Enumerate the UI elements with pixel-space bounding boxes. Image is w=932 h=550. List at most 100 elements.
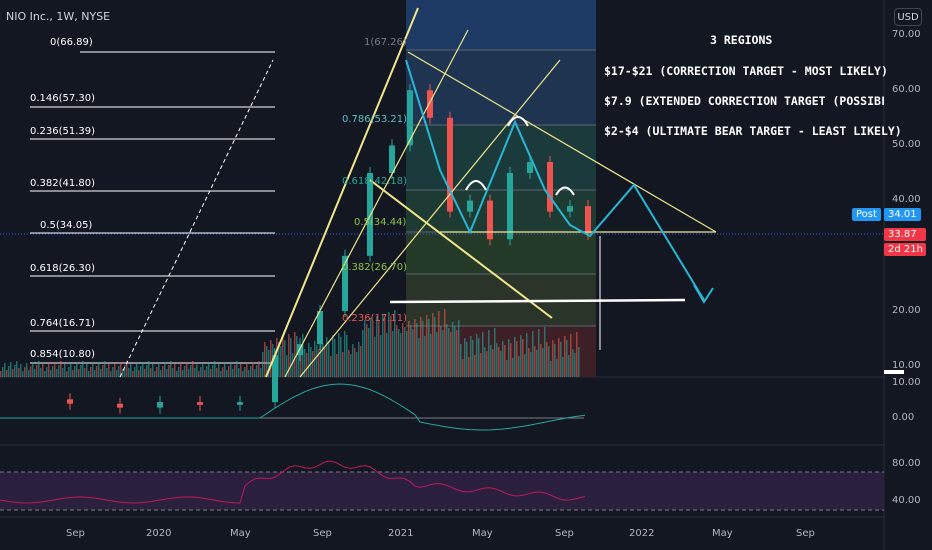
volume-bar [378,320,380,377]
volume-bar [166,369,168,377]
price-tick-10: 10.00 [892,360,921,371]
volume-bar [256,365,258,377]
volume-bar [26,363,28,377]
volume-bar [558,338,560,377]
volume-bar [30,366,32,377]
volume-bar [334,339,336,377]
fib-inner-0236: 0.236(17.11) [342,313,408,324]
volume-bar [542,348,544,377]
volume-bar [196,364,198,377]
volume-bar [280,346,282,377]
candle-body [585,206,591,234]
fib-band-blue [406,50,596,125]
volume-bar [152,364,154,377]
time-label-sep-20: Sep [313,528,332,539]
volume-bar [458,320,460,377]
volume-bar [538,329,540,377]
candle-body [272,355,278,403]
volume-bar [546,342,548,377]
volume-bar [318,349,320,377]
volume-bar [14,365,16,377]
volume-bar [176,371,178,377]
volume-bar [512,358,514,377]
volume-bar [568,355,570,377]
fib-inner-0382: 0.382(26.70) [342,262,408,273]
volume-bar [346,335,348,377]
volume-bar [484,347,486,377]
volume-bar [576,332,578,377]
volume-bar [454,326,456,377]
fib-inner-1: 1(67.26) [364,37,407,48]
volume-bar [290,338,292,377]
currency-button[interactable]: USD [894,8,922,26]
volume-bar [288,334,290,377]
volume-bar [242,371,244,377]
post-price-tag: 34.01 [884,208,921,221]
volume-bar [452,322,454,377]
volume-bar [508,339,510,377]
volume-bar [450,332,452,377]
volume-bar [516,341,518,377]
volume-bar [46,367,48,377]
volume-bar [0,371,2,377]
volume-bar [464,338,466,377]
countdown-tag: 2d 21h [884,243,926,256]
time-label-may-22: May [712,528,733,539]
volume-bar [164,362,166,377]
volume-bar [266,346,268,377]
volume-bar [408,321,410,377]
volume-bar [208,362,210,377]
volume-bar [204,370,206,377]
fib-band-green [406,232,596,274]
candle-body [317,311,323,345]
fib-label-05: 0.5(34.05) [40,220,93,231]
volume-bar [62,368,64,377]
trendline-fan [299,59,561,378]
volume-bar [398,329,400,377]
candle-body [197,402,203,405]
volume-bar [394,310,396,377]
post-label-tag: Post [852,208,881,221]
fib-label-0: 0(66.89) [50,37,93,48]
fib-label-0382: 0.382(41.80) [30,178,96,189]
volume-bar [328,341,330,377]
volume-bar [150,368,152,377]
volume-bar [456,330,458,377]
volume-bar [460,344,462,377]
volume-bar [382,314,384,377]
volume-bar [284,340,286,377]
volume-bar [190,365,192,377]
price-tick-20: 20.00 [892,305,921,316]
price-tick-40: 40.00 [892,194,921,205]
volume-bar [574,353,576,377]
volume-bar [96,366,98,377]
head-arc [507,116,529,127]
volume-bar [270,340,272,377]
volume-bar [158,363,160,377]
volume-bar [462,359,464,377]
volume-bar [530,352,532,377]
volume-bar [260,368,262,377]
volume-bar [58,365,60,377]
volume-bar [470,336,472,377]
volume-bar [168,365,170,377]
volume-bar [84,368,86,377]
fib-band-green [406,190,596,232]
candle-body [447,117,453,212]
volume-bar [130,364,132,377]
volume-bar [262,352,264,377]
volume-bar [8,366,10,377]
volume-bar [146,365,148,377]
symbol-title[interactable]: NIO Inc., 1W, NYSE [6,10,111,23]
volume-bar [472,340,474,377]
volume-bar [126,361,128,377]
volume-bar [52,366,54,377]
volume-bar [174,364,176,377]
volume-bar [300,355,302,377]
volume-bar [566,340,568,377]
volume-bar [108,364,110,377]
volume-bar [486,351,488,377]
price-axis-marker [884,370,904,374]
volume-bar [216,368,218,377]
